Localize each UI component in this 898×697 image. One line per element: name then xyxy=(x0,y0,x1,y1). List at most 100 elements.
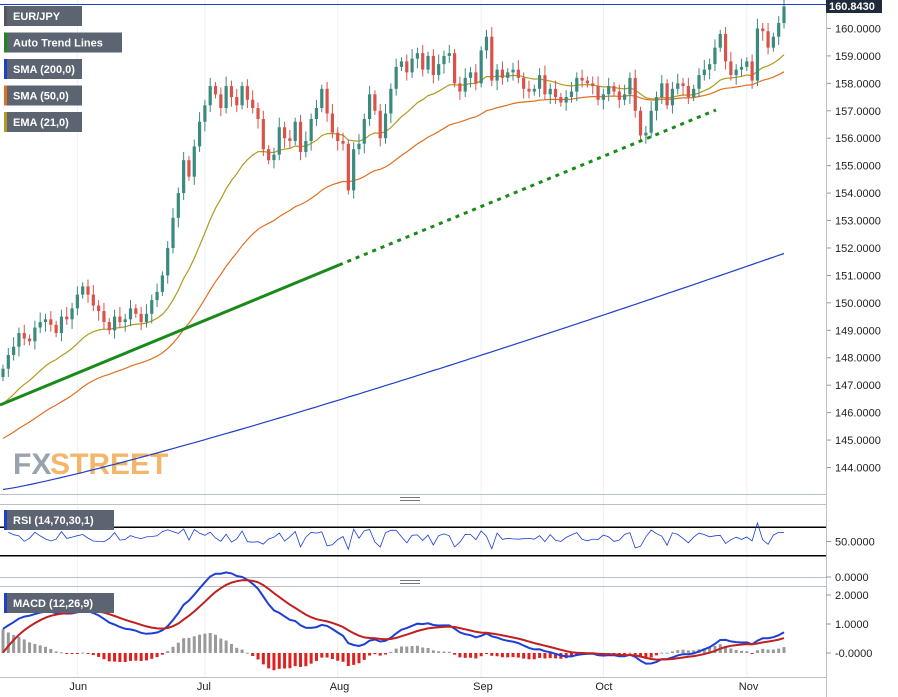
candles xyxy=(1,0,786,382)
macd-histogram-bar xyxy=(644,653,648,659)
price-tick-label: 159.0000 xyxy=(835,51,881,63)
legend-item[interactable]: EUR/JPY xyxy=(4,6,82,26)
macd-histogram-bar xyxy=(777,648,781,653)
panel-resize-handle[interactable] xyxy=(400,580,420,584)
legend-item[interactable]: SMA (200,0) xyxy=(4,59,82,79)
legend-item[interactable]: SMA (50,0) xyxy=(4,85,82,106)
macd-histogram-bar xyxy=(97,653,101,657)
candle-body xyxy=(511,69,515,73)
candle-body xyxy=(761,28,765,32)
candle-body xyxy=(755,28,760,81)
macd-histogram-bar xyxy=(261,653,265,665)
macd-signal-line xyxy=(2,579,785,661)
candle-body xyxy=(160,275,164,292)
macd-histogram-bar xyxy=(357,653,361,664)
candle-body xyxy=(596,86,600,100)
macd-histogram-bar xyxy=(299,653,303,667)
macd-histogram-bar xyxy=(782,647,786,653)
legend-item[interactable]: Auto Trend Lines xyxy=(4,32,122,53)
macd-histogram-bar xyxy=(336,653,340,661)
macd-histogram-bar xyxy=(633,653,637,655)
macd-histogram-bar xyxy=(65,653,69,654)
price-tick-label: 160.0000 xyxy=(835,23,881,35)
macd-histogram-bar xyxy=(224,640,228,653)
candle-body xyxy=(569,91,574,98)
macd-histogram-bar xyxy=(469,653,473,658)
macd-indicator: 2.0000 1.0000 -0.0000 xyxy=(1,571,872,671)
price-tick-label: 146.0000 xyxy=(835,408,881,420)
candle-body xyxy=(224,86,228,109)
macd-histogram-bar xyxy=(654,653,658,656)
candle-body xyxy=(649,110,653,133)
candle-body xyxy=(367,94,372,120)
panel-resize-handle[interactable] xyxy=(400,497,420,501)
candle-body xyxy=(213,86,218,95)
legend-item-label: Auto Trend Lines xyxy=(13,38,103,50)
trend-line-solid xyxy=(0,263,340,407)
macd-histogram-bar xyxy=(389,651,393,653)
candle-body xyxy=(564,97,568,103)
rsi-legend[interactable]: RSI (14,70,30,1) xyxy=(4,510,114,530)
macd-histogram-bar xyxy=(676,650,680,653)
candle-body xyxy=(729,61,733,76)
macd-histogram-bar xyxy=(123,653,127,663)
candle-body xyxy=(516,69,520,78)
macd-histogram-bar xyxy=(405,646,409,653)
macd-histogram-bar xyxy=(415,645,419,653)
macd-legend[interactable]: MACD (12,26,9) xyxy=(4,593,114,613)
macd-histogram-bar xyxy=(320,653,324,658)
candle-body xyxy=(6,354,10,369)
macd-histogram-bar xyxy=(235,647,239,653)
macd-tick-label: -0.0000 xyxy=(835,648,872,660)
candle-body xyxy=(309,119,313,141)
macd-histogram-bar xyxy=(771,649,775,653)
candle-body xyxy=(383,113,388,139)
macd-line xyxy=(2,571,785,665)
candle-body xyxy=(702,69,706,76)
macd-histogram-bar xyxy=(6,632,10,653)
macd-histogram-bar xyxy=(617,653,621,655)
candle-body xyxy=(692,88,696,98)
candle-body xyxy=(314,108,319,120)
candle-body xyxy=(452,53,457,84)
macd-histogram-bar xyxy=(410,645,414,653)
macd-histogram-bar xyxy=(251,653,255,657)
candle-body xyxy=(70,308,74,320)
macd-histogram-bar xyxy=(702,648,706,653)
candle-body xyxy=(782,6,786,23)
macd-histogram-bar xyxy=(283,653,287,669)
legend-item[interactable]: EMA (21,0) xyxy=(4,112,82,132)
macd-histogram-bar xyxy=(70,653,74,654)
macd-tick-label: 2.0000 xyxy=(835,590,869,602)
candle-body xyxy=(197,121,202,147)
macd-histogram-bar xyxy=(463,653,467,658)
legend-item-bg xyxy=(4,32,122,53)
macd-histogram-bar xyxy=(171,646,175,653)
macd-histogram-bar xyxy=(421,647,425,653)
candle-body xyxy=(267,149,271,161)
price-panel xyxy=(0,4,826,494)
candle-body xyxy=(298,121,303,152)
candle-body xyxy=(219,94,223,109)
macd-histogram-bar xyxy=(373,653,377,655)
last-price-label: 160.8430 xyxy=(829,1,875,13)
candle-body xyxy=(612,86,616,92)
candle-body xyxy=(394,66,398,89)
candle-body xyxy=(65,316,69,320)
macd-histogram-bar xyxy=(378,653,382,656)
candle-body xyxy=(681,83,685,87)
candle-body xyxy=(437,64,441,76)
macd-histogram-bar xyxy=(54,651,58,653)
macd-histogram-bar xyxy=(490,653,494,656)
candle-body xyxy=(107,322,111,331)
candle-body xyxy=(134,308,138,314)
macd-histogram-bar xyxy=(734,649,738,653)
candle-body xyxy=(474,72,478,84)
candle-body xyxy=(346,143,350,191)
price-tick-label: 150.0000 xyxy=(835,298,881,310)
candle-body xyxy=(229,86,234,98)
price-tick-label: 158.0000 xyxy=(835,78,881,90)
legend-color-swatch xyxy=(4,32,7,53)
legend-color-swatch xyxy=(4,85,7,106)
candle-body xyxy=(33,327,37,342)
